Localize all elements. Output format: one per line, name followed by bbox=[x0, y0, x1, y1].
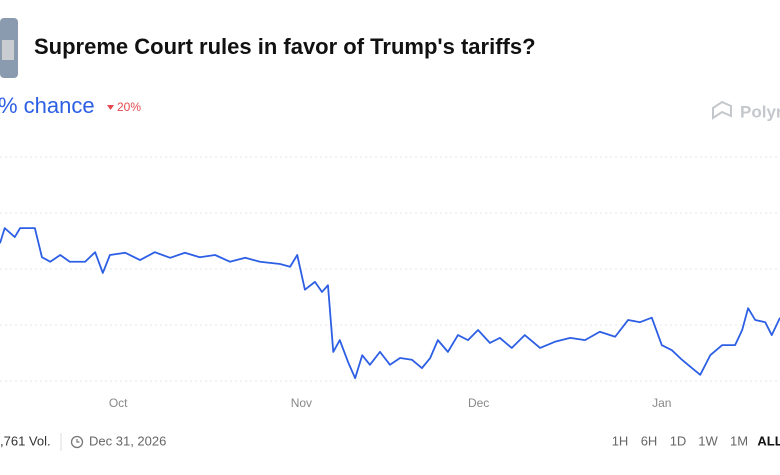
x-tick-label: Jan bbox=[652, 396, 671, 410]
range-button[interactable]: 1H bbox=[612, 433, 629, 448]
x-tick-label: Dec bbox=[468, 396, 489, 410]
volume: ,761 Vol. bbox=[0, 433, 51, 448]
title: Supreme Court rules in favor of Trump's … bbox=[34, 34, 536, 59]
price-line bbox=[0, 227, 780, 380]
range-buttons: 1H 6H 1D 1W 1M ALL bbox=[612, 433, 780, 448]
clock-hands bbox=[76, 439, 80, 443]
change: 20% bbox=[117, 100, 141, 114]
x-tick-label: Oct bbox=[109, 396, 128, 410]
chance: % chance bbox=[0, 93, 95, 118]
down-arrow bbox=[107, 105, 114, 110]
brand-logo bbox=[712, 100, 732, 120]
range-button[interactable]: 1M bbox=[730, 433, 748, 448]
range-button[interactable]: ALL bbox=[757, 433, 780, 448]
x-tick-label: Nov bbox=[291, 396, 312, 410]
clock-icon bbox=[70, 435, 84, 449]
market-icon-detail bbox=[2, 40, 14, 60]
plot: Oct Nov Dec Jan bbox=[0, 156, 780, 410]
brand: Polym bbox=[740, 102, 780, 121]
range-button[interactable]: 1D bbox=[670, 433, 687, 448]
range-button[interactable]: 6H bbox=[641, 433, 658, 448]
range-button[interactable]: 1W bbox=[698, 433, 718, 448]
end-date: Dec 31, 2026 bbox=[89, 433, 166, 448]
